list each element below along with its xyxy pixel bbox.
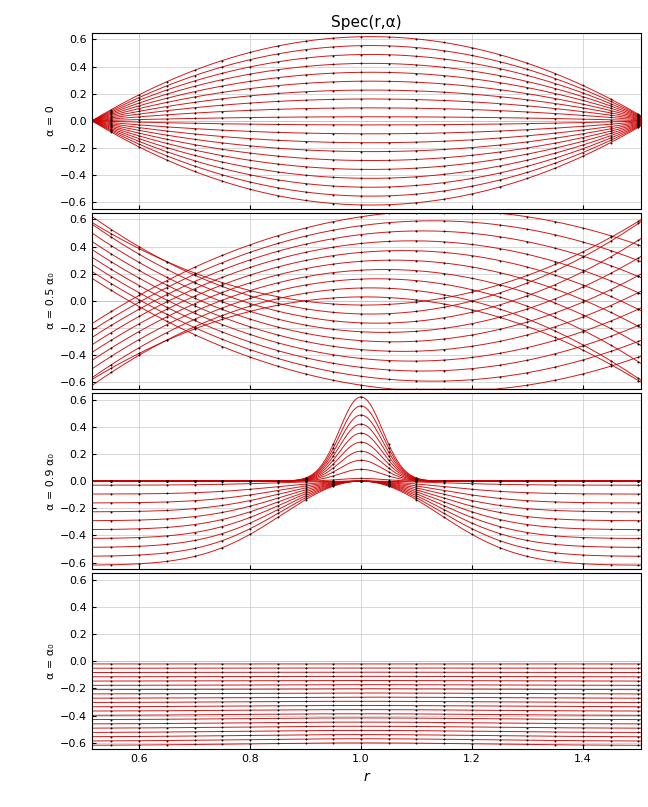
Y-axis label: α = α₀: α = α₀ bbox=[46, 643, 56, 679]
Y-axis label: α = 0.5 α₀: α = 0.5 α₀ bbox=[46, 273, 56, 329]
Title: Spec(r,α): Spec(r,α) bbox=[331, 15, 402, 30]
Y-axis label: α = 0: α = 0 bbox=[46, 106, 56, 136]
X-axis label: r: r bbox=[364, 770, 369, 784]
Y-axis label: α = 0.9 α₀: α = 0.9 α₀ bbox=[46, 453, 56, 509]
